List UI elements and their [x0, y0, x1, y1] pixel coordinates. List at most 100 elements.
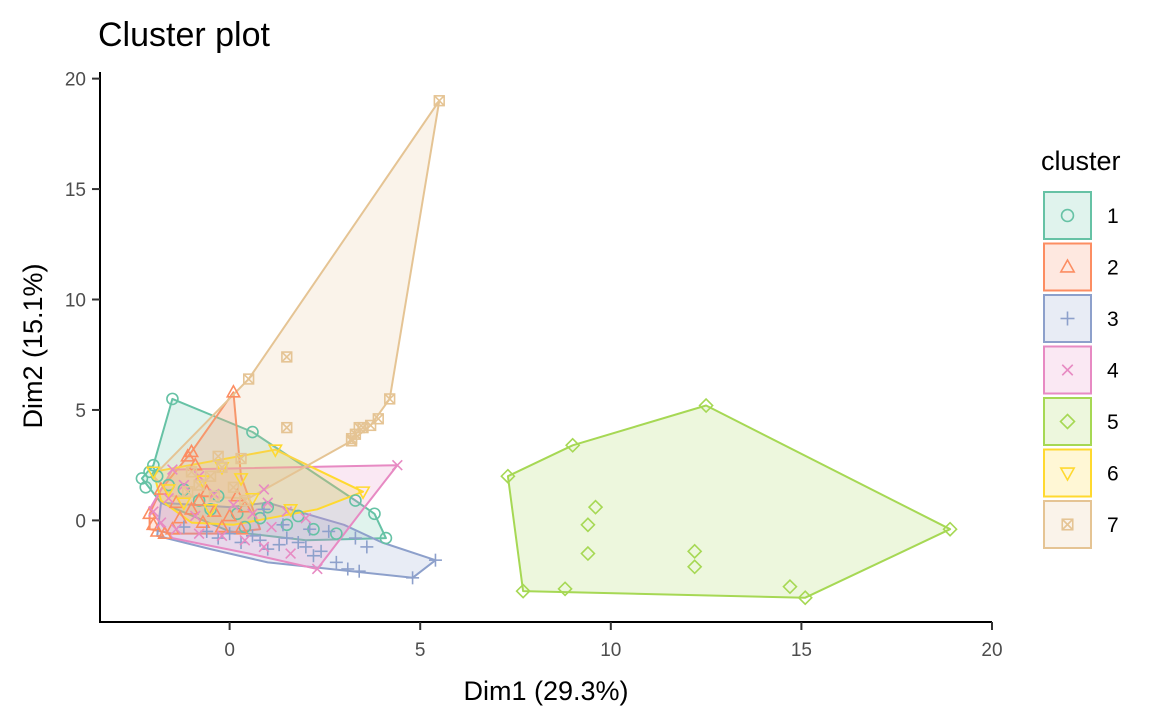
cluster-7-point — [216, 461, 228, 474]
cluster-6-point — [203, 503, 219, 518]
cluster-4-point — [166, 464, 178, 476]
y-tick-label: 0 — [75, 511, 86, 532]
cluster-4-point — [258, 484, 270, 495]
legend-label: 4 — [1107, 360, 1119, 383]
cluster-3-point — [234, 535, 248, 549]
cluster-3-point — [257, 502, 271, 516]
cluster-1-point — [368, 507, 381, 521]
legend-key — [1043, 448, 1092, 498]
legend-item-6: 6 — [1043, 448, 1119, 498]
cluster-3-point — [306, 549, 320, 563]
cluster-7-point — [212, 450, 224, 463]
cluster-3-point — [211, 531, 225, 545]
y-axis-label: Dim2 (15.1%) — [18, 263, 48, 428]
legend-key — [1043, 242, 1092, 292]
cluster-3-point — [322, 524, 336, 538]
cluster-5-point — [797, 590, 813, 606]
cluster-4-point — [300, 512, 312, 524]
legend-marker — [1059, 258, 1076, 273]
axes — [99, 72, 992, 623]
cluster-7-point — [182, 486, 194, 498]
cluster-3-point — [291, 535, 305, 549]
cluster-6-point — [233, 473, 249, 487]
cluster-5-point — [942, 521, 958, 537]
cluster-3-point — [280, 531, 294, 545]
legend-marker — [1061, 364, 1074, 376]
cluster-7-point — [235, 452, 247, 465]
cluster-7-point — [242, 373, 255, 385]
cluster-5-point — [698, 397, 714, 414]
cluster-5-point — [565, 437, 581, 453]
cluster-3-hull — [156, 501, 437, 579]
x-tick-label: 20 — [981, 640, 1002, 661]
cluster-7-point — [204, 470, 217, 482]
cluster-2-point — [183, 501, 200, 515]
cluster-3-point — [428, 553, 442, 567]
cluster-2-point — [225, 384, 241, 398]
cluster-3-point — [299, 540, 313, 554]
cluster-5-point — [782, 579, 798, 595]
cluster-4-point — [193, 528, 205, 540]
x-axis-ticks: 0 5 10 15 20 — [224, 622, 1003, 661]
cluster-1-point — [253, 511, 267, 525]
legend-label: 3 — [1107, 308, 1119, 331]
cluster-4-point — [216, 530, 228, 542]
cluster-5-point — [580, 517, 596, 533]
cluster-1-point — [147, 458, 160, 472]
cluster-4-point — [247, 508, 258, 520]
cluster-4-point — [239, 534, 251, 546]
cluster-2-point — [157, 525, 173, 539]
legend-label: 6 — [1107, 463, 1119, 486]
cluster-1-point — [330, 527, 343, 540]
y-tick-label: 15 — [65, 180, 86, 201]
x-tick-label: 10 — [600, 640, 621, 661]
cluster-6-point — [267, 444, 283, 458]
cluster-6-point — [355, 486, 371, 500]
cluster-1-point — [379, 531, 393, 545]
cluster-5-point — [515, 583, 531, 599]
cluster-7-hull — [152, 99, 441, 500]
cluster-4-point — [258, 541, 270, 553]
cluster-7-point — [208, 490, 221, 502]
cluster-5-hull — [506, 404, 952, 599]
cluster-2-point — [222, 507, 238, 522]
legend-label: 2 — [1107, 257, 1119, 280]
legend-marker — [1059, 413, 1076, 430]
cluster-4-point — [189, 510, 201, 522]
cluster-2-point — [206, 503, 222, 517]
y-axis-ticks: 0 5 10 15 20 — [65, 70, 100, 532]
cluster-7-point — [345, 435, 358, 447]
y-tick-label: 5 — [75, 401, 86, 422]
legend-item-3: 3 — [1043, 294, 1119, 343]
cluster-6-point — [283, 503, 299, 518]
cluster-3-point — [352, 564, 366, 578]
cluster-2-point — [233, 521, 249, 535]
cluster-2-point — [187, 457, 203, 471]
cluster-7-point — [239, 494, 251, 507]
cluster-5-point — [687, 543, 703, 559]
y-tick-label: 10 — [65, 291, 86, 312]
x-tick-label: 15 — [791, 640, 812, 661]
cluster-7-point — [185, 466, 198, 478]
x-tick-label: 5 — [415, 640, 426, 661]
legend-marker — [1060, 311, 1075, 326]
cluster-7-point — [281, 421, 293, 434]
cluster-points — [135, 95, 958, 606]
legend-key — [1043, 397, 1092, 446]
cluster-3-point — [253, 533, 267, 547]
legend-key — [1043, 191, 1092, 240]
cluster-1-point — [166, 392, 179, 406]
cluster-4-point — [163, 492, 175, 504]
cluster-3-point — [314, 544, 328, 558]
cluster-2-point — [149, 523, 165, 537]
cluster-1-point — [349, 494, 362, 507]
chart-title: Cluster plot — [98, 16, 271, 54]
cluster-3-point — [261, 542, 275, 556]
cluster-3-point — [406, 571, 420, 585]
cluster-3-point — [276, 518, 290, 532]
legend-item-2: 2 — [1043, 242, 1119, 292]
cluster-5-point — [580, 545, 596, 562]
cluster-3-point — [348, 531, 362, 545]
legend-title: cluster — [1041, 146, 1121, 176]
